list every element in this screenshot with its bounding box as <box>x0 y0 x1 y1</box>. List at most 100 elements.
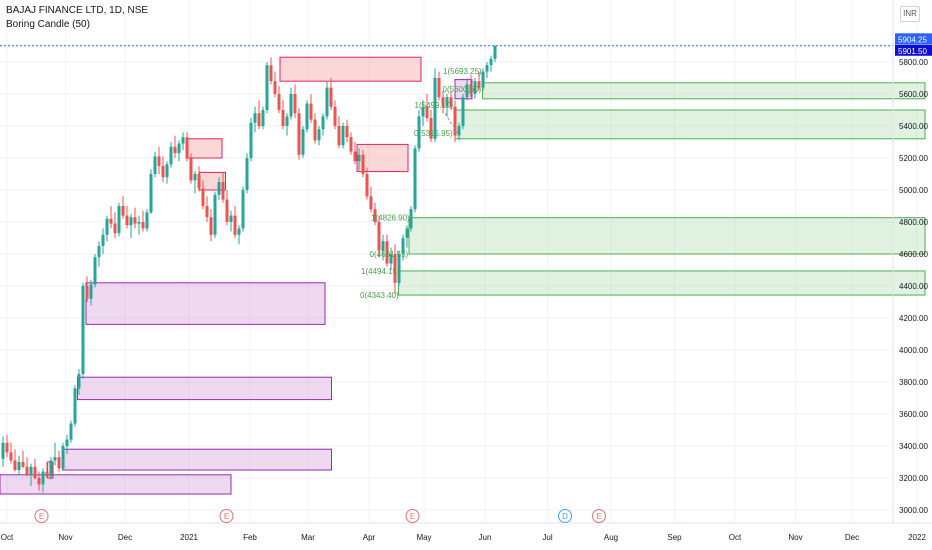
candle-body[interactable] <box>449 97 453 107</box>
candle-body[interactable] <box>177 143 181 154</box>
event-marker[interactable] <box>405 509 420 523</box>
candle-body[interactable] <box>225 199 229 222</box>
candle-body[interactable] <box>337 126 341 146</box>
candle-body[interactable] <box>237 228 241 235</box>
candle-body[interactable] <box>101 234 105 246</box>
candle-body[interactable] <box>21 462 25 467</box>
candle-body[interactable] <box>469 84 473 94</box>
candle-body[interactable] <box>325 87 329 117</box>
candle-body[interactable] <box>429 118 433 139</box>
candle-body[interactable] <box>61 446 65 469</box>
candle-body[interactable] <box>229 215 233 222</box>
candle-body[interactable] <box>389 254 393 264</box>
candle-body[interactable] <box>181 137 185 144</box>
currency-button[interactable]: INR <box>900 6 920 22</box>
candle-body[interactable] <box>305 103 309 130</box>
candle-body[interactable] <box>141 222 145 229</box>
candle-body[interactable] <box>37 478 41 485</box>
candle-body[interactable] <box>5 442 9 453</box>
candle-body[interactable] <box>173 146 177 154</box>
candle-body[interactable] <box>213 194 217 235</box>
candle-body[interactable] <box>145 212 149 229</box>
candle-body[interactable] <box>185 137 189 158</box>
candle-body[interactable] <box>209 217 213 235</box>
candle-body[interactable] <box>317 129 321 141</box>
candle-body[interactable] <box>53 457 57 461</box>
candle-body[interactable] <box>65 439 69 446</box>
candle-body[interactable] <box>369 196 373 210</box>
candle-body[interactable] <box>373 209 377 222</box>
candle-body[interactable] <box>41 471 45 485</box>
candle-body[interactable] <box>153 156 157 174</box>
candle-body[interactable] <box>381 241 385 251</box>
candle-body[interactable] <box>57 457 61 469</box>
candle-body[interactable] <box>421 106 425 117</box>
candle-body[interactable] <box>193 174 197 181</box>
candle-body[interactable] <box>129 217 133 226</box>
candle-body[interactable] <box>481 71 485 88</box>
candle-body[interactable] <box>85 286 89 299</box>
event-marker[interactable] <box>592 509 606 523</box>
candle-body[interactable] <box>361 154 365 174</box>
candle-body[interactable] <box>365 174 369 197</box>
candle-body[interactable] <box>77 374 81 389</box>
event-marker[interactable] <box>219 509 234 523</box>
candle-body[interactable] <box>45 471 49 477</box>
candle-body[interactable] <box>333 106 337 126</box>
candle-body[interactable] <box>105 218 109 235</box>
candle-body[interactable] <box>9 452 13 461</box>
candle-body[interactable] <box>197 174 201 189</box>
candle-body[interactable] <box>357 154 361 162</box>
candle-body[interactable] <box>241 190 245 229</box>
candle-body[interactable] <box>161 166 165 178</box>
candle-body[interactable] <box>221 182 225 200</box>
candle-body[interactable] <box>189 158 193 181</box>
candle-body[interactable] <box>353 151 357 162</box>
candle-body[interactable] <box>133 217 137 224</box>
candle-body[interactable] <box>281 110 285 126</box>
candle-body[interactable] <box>413 148 417 210</box>
candle-body[interactable] <box>417 116 421 149</box>
candle-body[interactable] <box>33 466 37 478</box>
candle-body[interactable] <box>405 228 409 238</box>
candle-body[interactable] <box>453 106 457 136</box>
candle-body[interactable] <box>69 423 73 440</box>
candle-body[interactable] <box>257 113 261 126</box>
candle-body[interactable] <box>97 246 101 258</box>
candle-body[interactable] <box>473 81 477 94</box>
candle-body[interactable] <box>117 206 121 234</box>
symbol-title[interactable]: BAJAJ FINANCE LTD, 1D, NSE <box>6 5 149 16</box>
candle-body[interactable] <box>217 182 221 195</box>
candle-body[interactable] <box>385 241 389 264</box>
candle-body[interactable] <box>489 58 493 66</box>
candle-body[interactable] <box>341 126 345 146</box>
event-marker[interactable] <box>34 509 49 523</box>
candle-body[interactable] <box>285 116 289 126</box>
candle-body[interactable] <box>109 218 113 224</box>
candle-body[interactable] <box>149 174 153 213</box>
candle-body[interactable] <box>345 126 349 138</box>
event-marker[interactable] <box>558 509 572 523</box>
candle-body[interactable] <box>169 146 173 165</box>
candle-body[interactable] <box>49 460 53 477</box>
candle-body[interactable] <box>301 129 305 155</box>
candle-body[interactable] <box>245 158 249 190</box>
candle-body[interactable] <box>17 462 21 470</box>
candle-body[interactable] <box>253 113 257 123</box>
candle-body[interactable] <box>81 286 85 374</box>
candle-body[interactable] <box>393 254 397 283</box>
candle-body[interactable] <box>25 466 29 475</box>
candle-body[interactable] <box>409 209 413 229</box>
candle-body[interactable] <box>293 94 297 114</box>
candle-body[interactable] <box>249 122 253 158</box>
candle-body[interactable] <box>465 84 469 98</box>
candle-body[interactable] <box>445 97 449 107</box>
candle-body[interactable] <box>485 65 489 72</box>
candle-body[interactable] <box>297 113 301 155</box>
candle-body[interactable] <box>277 94 281 110</box>
candle-body[interactable] <box>89 284 93 299</box>
candle-body[interactable] <box>93 257 97 285</box>
candle-body[interactable] <box>477 81 481 88</box>
candle-body[interactable] <box>125 215 129 226</box>
